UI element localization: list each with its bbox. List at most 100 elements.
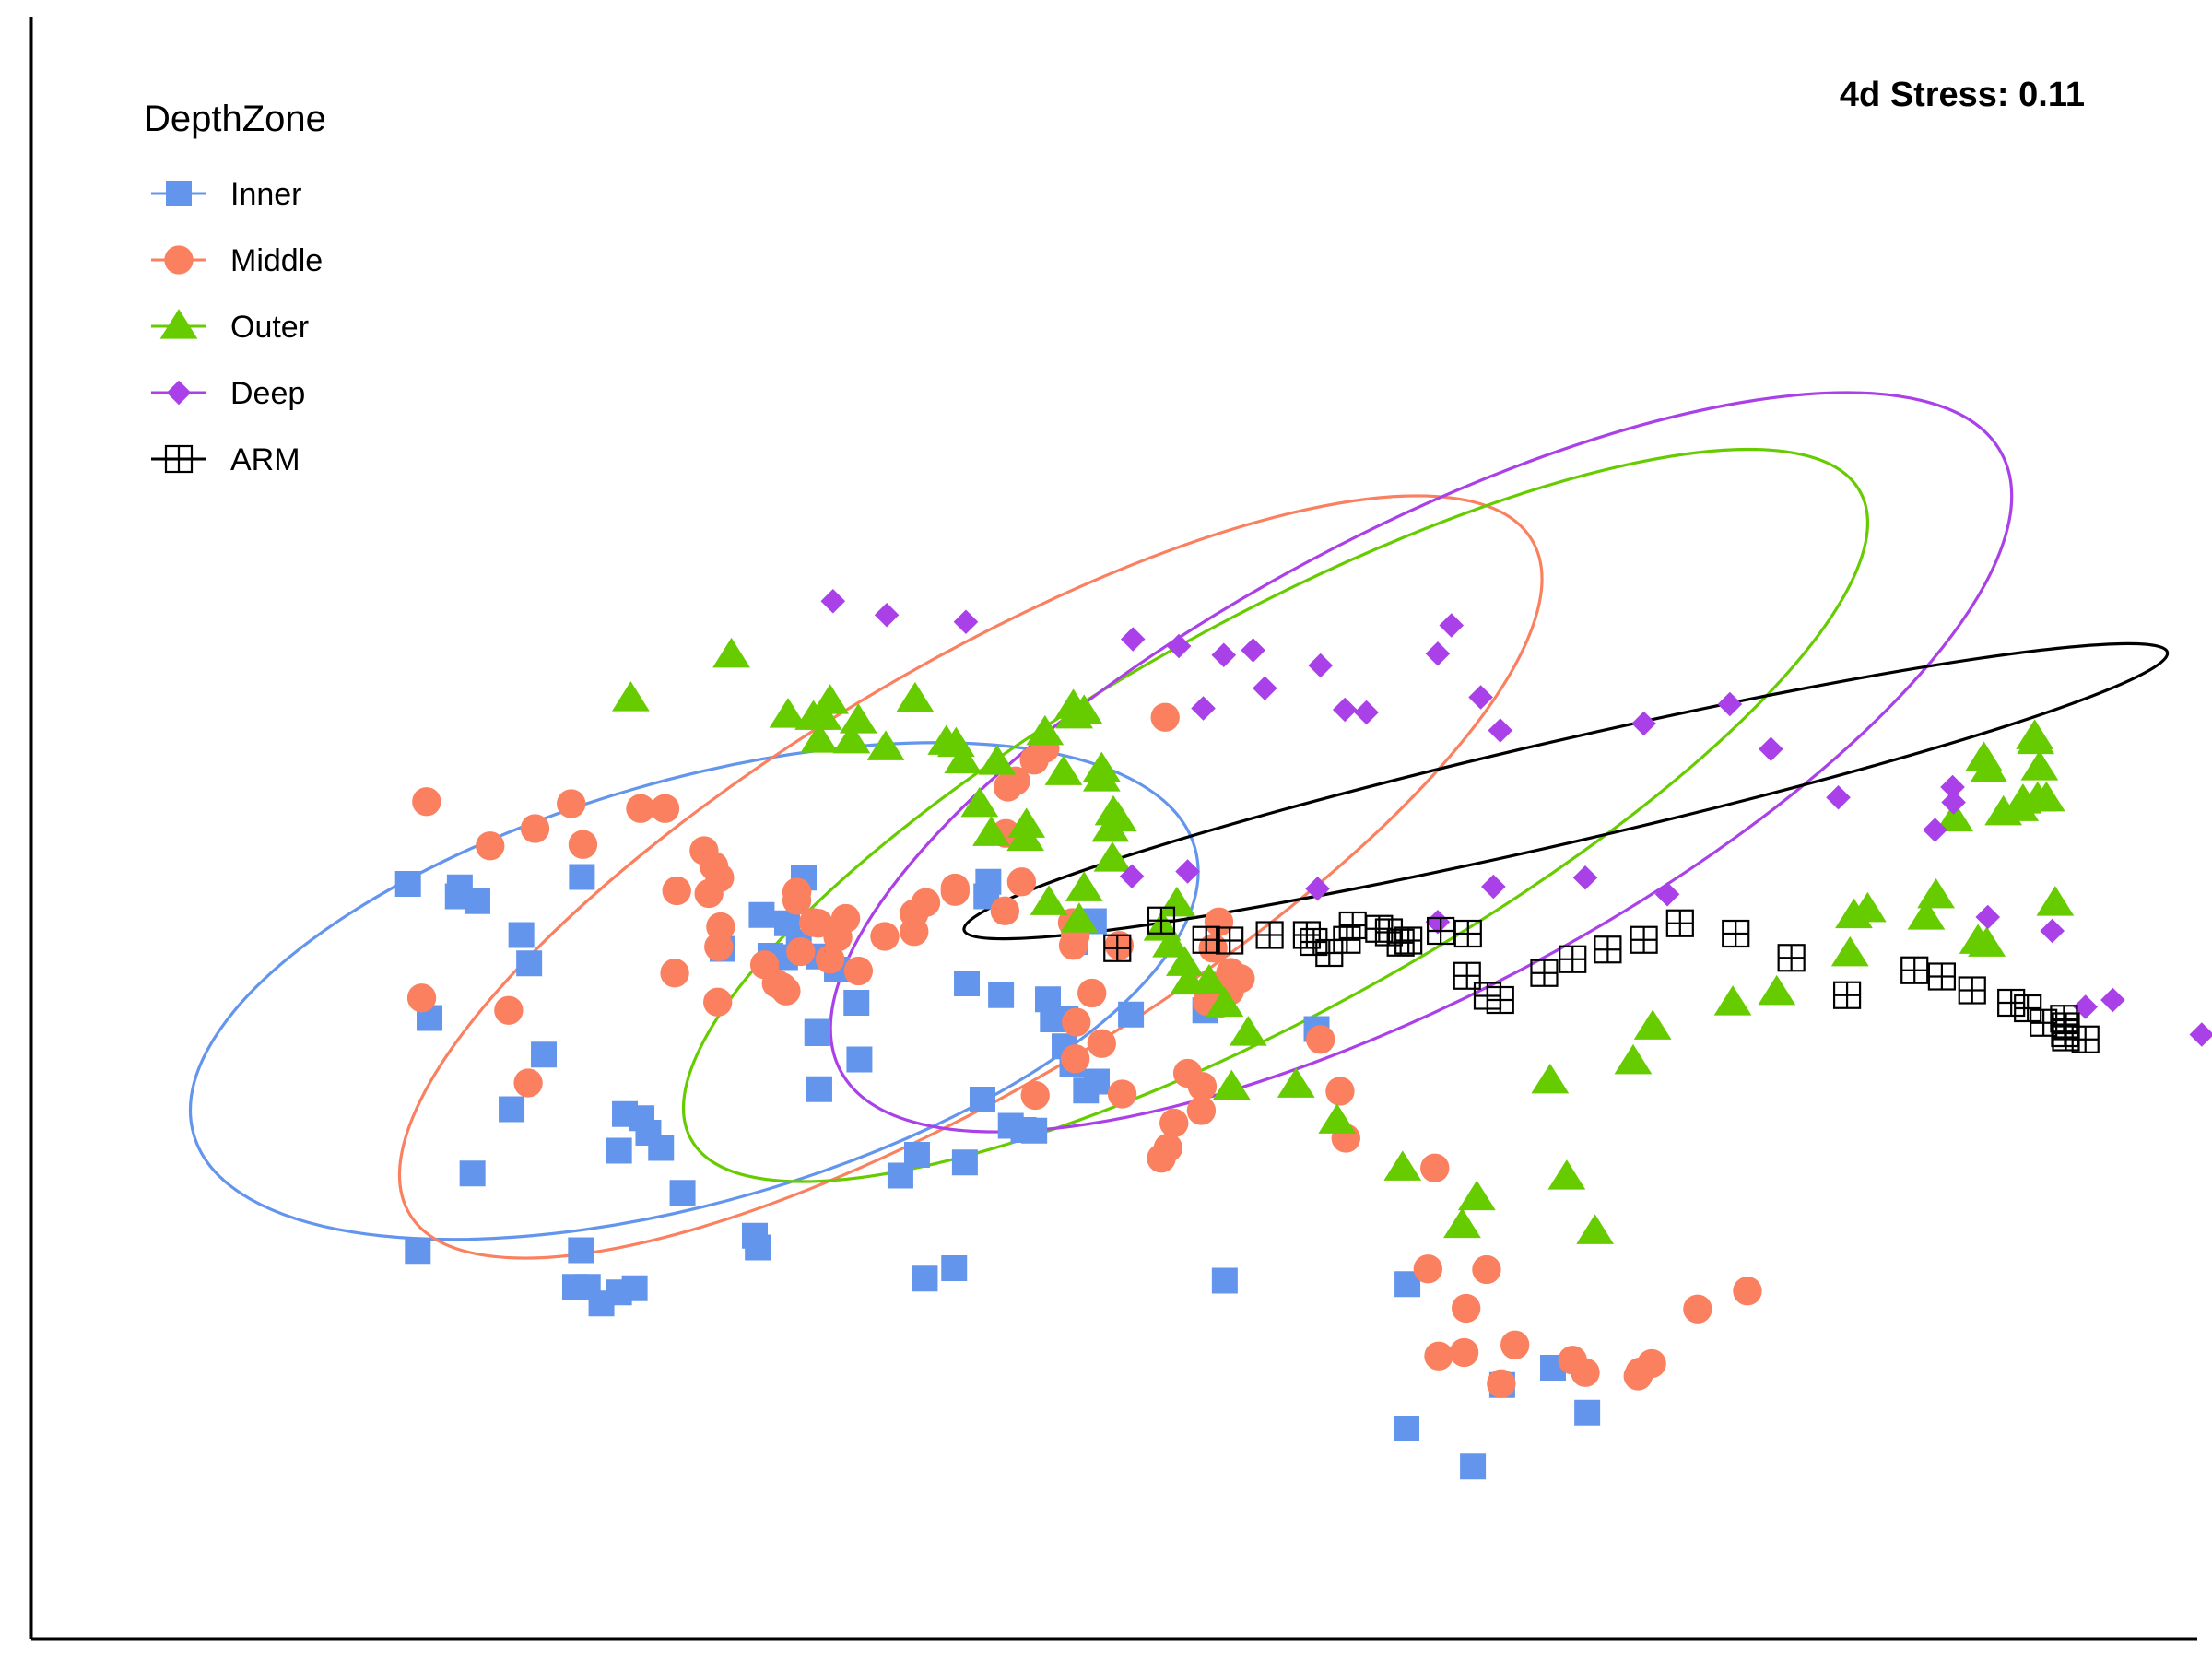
point-deep-2 [953, 609, 979, 635]
point-inner-31 [806, 1076, 832, 1102]
point-inner-47 [954, 971, 981, 996]
point-outer-2 [769, 698, 807, 728]
point-outer-31 [1030, 885, 1068, 915]
point-inner-10 [499, 1096, 525, 1123]
point-outer-15 [960, 786, 999, 818]
point-middle-0 [412, 787, 441, 817]
point-arm-28 [1927, 962, 1956, 991]
point-inner-68 [1460, 1453, 1487, 1480]
point-arm-20 [1559, 945, 1587, 973]
point-middle-58 [1159, 1108, 1189, 1138]
point-arm-18 [1486, 985, 1514, 1015]
point-middle-2 [568, 830, 598, 859]
point-inner-39 [846, 1046, 873, 1073]
point-inner-59 [1073, 1077, 1100, 1104]
point-middle-59 [1186, 1096, 1217, 1125]
point-outer-6 [811, 684, 850, 714]
point-arm-14 [1427, 916, 1455, 946]
point-arm-8 [1333, 925, 1361, 954]
point-deep-1 [874, 602, 900, 628]
ellipse-inner [188, 741, 1200, 1241]
point-middle-39 [1006, 867, 1037, 897]
point-inner-64 [1211, 1267, 1238, 1294]
point-middle-51 [1020, 1080, 1050, 1111]
point-outer-0 [611, 681, 650, 712]
legend-item-deep: Deep [151, 376, 305, 411]
point-middle-73 [1420, 1153, 1450, 1182]
point-middle-54 [1087, 1029, 1116, 1058]
point-outer-38 [1190, 963, 1229, 994]
point-deep-11 [1354, 700, 1379, 725]
point-outer-44 [1383, 1150, 1422, 1181]
point-middle-10 [650, 794, 680, 823]
point-arm-1 [1147, 906, 1176, 935]
point-middle-5 [406, 983, 437, 1013]
point-middle-18 [703, 987, 733, 1017]
point-outer-28 [1091, 811, 1130, 842]
point-outer-51 [1633, 1009, 1672, 1040]
point-outer-64 [1965, 741, 2003, 771]
point-outer-67 [2020, 750, 2059, 781]
axes [29, 17, 2197, 1641]
point-middle-8 [660, 959, 689, 988]
point-middle-24 [782, 886, 812, 915]
point-outer-41 [1212, 1069, 1251, 1100]
point-deep-27 [2189, 1022, 2212, 1047]
point-deep-9 [1308, 653, 1334, 678]
point-arm-16 [1453, 961, 1481, 990]
point-middle-66 [1204, 907, 1234, 936]
legend-marker-arm [164, 444, 194, 474]
point-outer-35 [1152, 927, 1190, 958]
point-inner-42 [912, 1265, 938, 1292]
point-outer-8 [839, 703, 877, 734]
point-inner-15 [459, 1160, 486, 1187]
point-inner-62 [1118, 1001, 1145, 1028]
point-outer-40 [1229, 1016, 1267, 1046]
point-inner-12 [606, 1137, 632, 1164]
legend-title: DepthZone [144, 99, 326, 139]
point-middle-45 [1150, 702, 1180, 732]
point-middle-61 [1172, 1058, 1203, 1088]
point-arm-22 [1630, 925, 1658, 954]
legend-marker-deep [166, 380, 192, 406]
point-middle-7 [513, 1068, 543, 1098]
point-arm-4 [1255, 921, 1284, 949]
point-outer-29 [1093, 841, 1132, 872]
point-middle-1 [520, 814, 550, 843]
point-middle-85 [1637, 1348, 1666, 1379]
point-deep-29 [1572, 865, 1598, 890]
point-middle-76 [1452, 1293, 1481, 1324]
point-inner-38 [843, 990, 870, 1016]
point-outer-14 [978, 745, 1017, 775]
point-inner-3 [464, 888, 490, 914]
point-middle-77 [1424, 1341, 1453, 1371]
point-middle-35 [911, 888, 941, 917]
point-outer-43 [1318, 1103, 1357, 1134]
point-middle-30 [768, 972, 797, 1002]
point-deep-28 [1654, 881, 1680, 907]
point-outer-57 [1907, 900, 1946, 930]
point-arm-13 [1394, 926, 1423, 955]
ellipse-outer [682, 447, 1869, 1183]
point-arm-23 [1665, 909, 1694, 937]
point-inner-25 [748, 901, 775, 928]
point-inner-14 [648, 1135, 675, 1161]
point-outer-10 [896, 681, 935, 712]
point-outer-16 [972, 816, 1010, 846]
point-arm-27 [1900, 956, 1929, 984]
point-deep-12 [1425, 641, 1451, 666]
point-deep-22 [1923, 818, 1947, 842]
point-outer-60 [1917, 877, 1955, 909]
point-arm-24 [1722, 919, 1750, 948]
point-outer-46 [1443, 1207, 1481, 1239]
point-outer-48 [1547, 1159, 1586, 1190]
point-middle-52 [1104, 931, 1135, 960]
point-middle-70 [1306, 1025, 1335, 1054]
point-middle-9 [626, 794, 655, 823]
point-inner-8 [569, 864, 595, 890]
point-arm-15 [1453, 919, 1482, 948]
ellipse-layer [188, 391, 2170, 1260]
point-deep-16 [1631, 711, 1656, 736]
point-arm-21 [1594, 935, 1622, 964]
